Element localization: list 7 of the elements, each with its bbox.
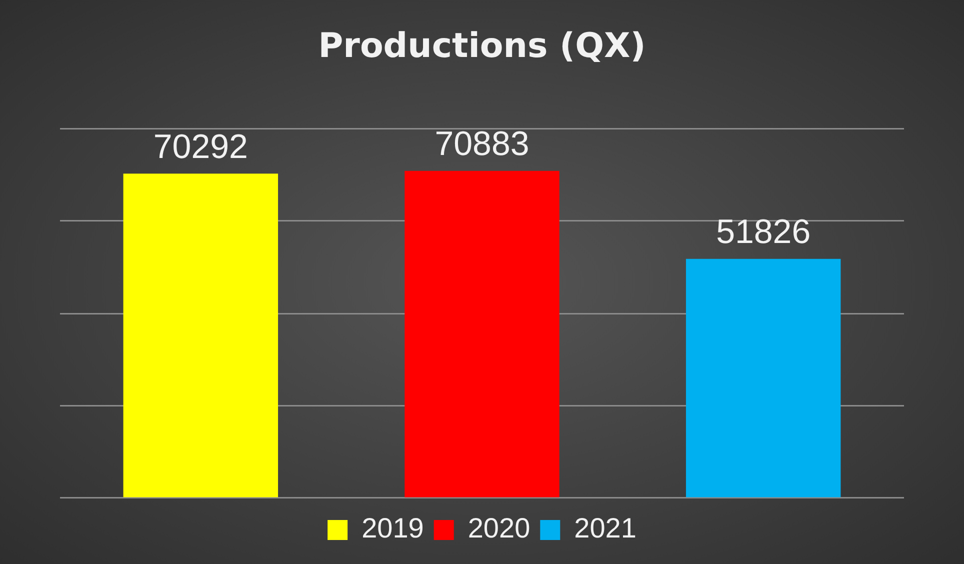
data-label: 70292 xyxy=(153,128,248,166)
legend-label: 2021 xyxy=(574,512,636,544)
chart-title: Productions (QX) xyxy=(318,26,646,66)
legend-label: 2019 xyxy=(362,512,424,544)
data-label: 70883 xyxy=(434,125,530,164)
legend-label: 2020 xyxy=(468,512,530,544)
data-label: 51826 xyxy=(716,213,811,252)
